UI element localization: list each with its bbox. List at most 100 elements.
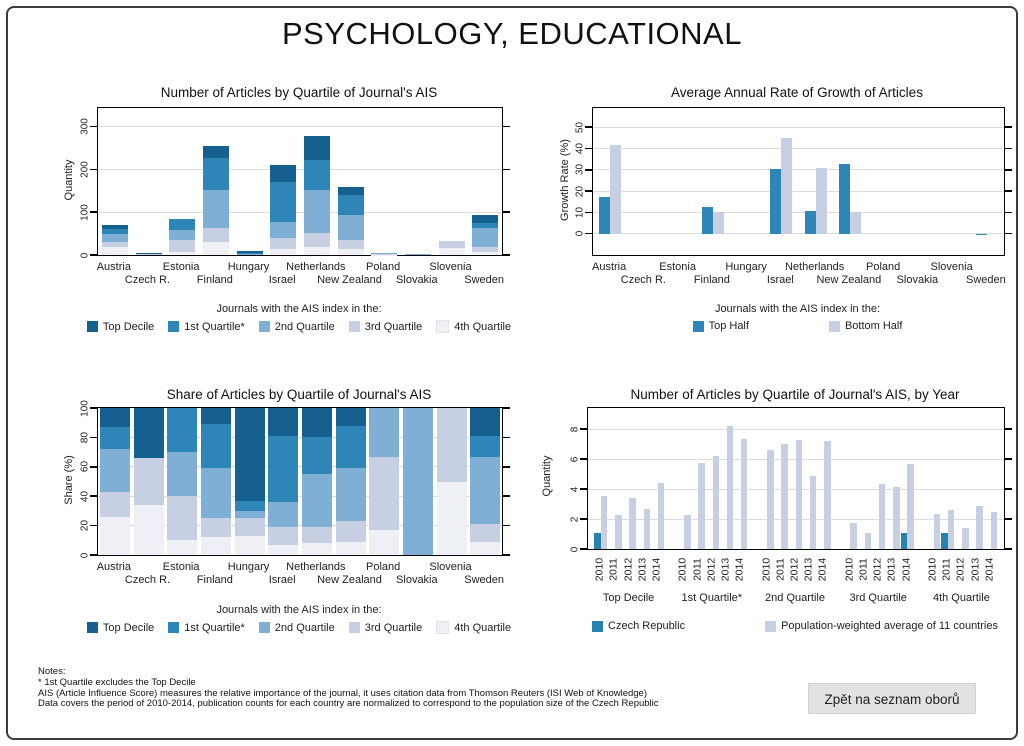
x-tick-label: 2013 xyxy=(885,557,898,582)
legend-item: 1st Quartile* xyxy=(168,321,245,333)
bar-segment-2nd-quartile xyxy=(99,449,130,492)
bar-segment-top-decile xyxy=(236,250,263,254)
gridline xyxy=(98,211,502,213)
bar-segment-2nd-quartile xyxy=(202,190,229,228)
bar-segment-4th-quartile xyxy=(133,505,164,555)
notes-line: Data covers the period of 2010-2014, pub… xyxy=(38,698,659,710)
chart1-plot-area: 0 100 200 300 xyxy=(80,107,510,258)
x-tick-label-country: Finland xyxy=(196,274,233,286)
legend-label: 2nd Quartile xyxy=(274,621,335,634)
y-tick-mark xyxy=(90,125,97,128)
y-tick-mark xyxy=(585,147,592,150)
chart1-y-axis-label: Quantity xyxy=(63,159,75,201)
legend-label: Population-weighted average of 11 countr… xyxy=(781,620,998,632)
bar-segment-1st-quartile- xyxy=(200,424,231,469)
y-tick-mark xyxy=(585,190,592,192)
gridline xyxy=(593,190,1004,192)
x-tick-label: 2010 xyxy=(760,557,773,582)
bar-segment-1st-quartile- xyxy=(101,228,128,234)
bar-segment-1st-quartile- xyxy=(301,437,332,475)
bar-average xyxy=(684,514,691,549)
bar-average xyxy=(629,498,636,549)
bar-segment-4th-quartile xyxy=(301,543,332,555)
bar-segment-3rd-quartile xyxy=(438,241,465,249)
back-to-list-button[interactable]: Zpět na seznam oborů xyxy=(808,683,976,714)
bar-average xyxy=(893,486,900,549)
x-tick-label: 2012 xyxy=(705,557,718,582)
x-tick-label: 2014 xyxy=(816,557,829,582)
bar-segment-3rd-quartile xyxy=(101,242,128,248)
y-tick-mark xyxy=(585,126,592,128)
gridline xyxy=(98,466,502,468)
x-tick-label-country: Slovakia xyxy=(396,274,438,286)
y-tick-mark xyxy=(580,428,587,430)
bar-segment-2nd-quartile xyxy=(402,408,433,555)
bar-segment-4th-quartile xyxy=(234,535,265,555)
bar-average xyxy=(726,426,734,549)
gridline xyxy=(593,233,1004,235)
bar-segment-2nd-quartile xyxy=(303,189,330,233)
legend-label: 4th Quartile xyxy=(454,320,512,333)
x-tick-label: 2010 xyxy=(926,557,939,582)
legend-label: 4th Quartile xyxy=(454,621,512,634)
chart2-legend: Journals with the AIS index in the: Top … xyxy=(592,303,1003,332)
y-tick-mark xyxy=(580,548,587,550)
bar-segment-1st-quartile- xyxy=(169,218,196,230)
bar-segment-top-decile xyxy=(268,408,299,436)
y-tick-mark xyxy=(580,458,587,460)
chart3-y-axis-label: Share (%) xyxy=(63,455,75,505)
x-group-label: 4th Quartile xyxy=(932,592,990,604)
x-tick-label-country: Finland xyxy=(693,274,730,286)
bar-average xyxy=(781,444,788,549)
bar-segment-4th-quartile xyxy=(167,540,198,555)
x-tick-label-country: Austria xyxy=(96,261,131,273)
x-tick-label-country: Israel xyxy=(766,274,794,286)
bar-average xyxy=(850,522,857,549)
bar-average xyxy=(990,511,998,549)
x-tick-label-country: Hungary xyxy=(227,561,270,573)
y-tick-label: 100 xyxy=(79,203,91,221)
bar-segment-2nd-quartile xyxy=(470,456,501,525)
legend-item: Czech Republic xyxy=(592,620,685,632)
bar-segment-1st-quartile- xyxy=(234,500,265,511)
legend-swatch xyxy=(765,620,777,632)
x-tick-label-country: Estonia xyxy=(659,261,696,273)
legend-item: 2nd Quartile xyxy=(258,621,335,634)
legend-item: Top Decile xyxy=(86,321,154,333)
y-tick-mark xyxy=(1005,232,1012,235)
bar-average xyxy=(809,476,817,549)
bar-segment-2nd-quartile xyxy=(371,253,398,254)
y-tick-mark xyxy=(503,168,510,171)
bar-segment-3rd-quartile xyxy=(470,524,501,542)
bar-bottom-half xyxy=(849,212,861,234)
legend-label: 2nd Quartile xyxy=(274,320,335,333)
x-tick-label-country: Finland xyxy=(196,574,233,586)
bar-segment-2nd-quartile xyxy=(404,254,431,255)
x-tick-label-country: Poland xyxy=(366,561,401,573)
legend-item: 3rd Quartile xyxy=(348,622,422,634)
bar-segment-3rd-quartile xyxy=(303,232,330,247)
bar-segment-top-decile xyxy=(101,225,128,229)
x-tick-label: 2011 xyxy=(607,558,620,581)
bar-segment-top-decile xyxy=(200,408,231,425)
y-tick-mark xyxy=(503,524,510,527)
x-tick-label-country: Netherlands xyxy=(784,261,845,273)
y-tick-mark xyxy=(90,554,97,556)
x-tick-label-country: Estonia xyxy=(162,261,200,273)
x-tick-label-country: Hungary xyxy=(725,261,767,273)
x-tick-label-country: Austria xyxy=(592,261,627,273)
bar-average xyxy=(643,508,651,549)
legend-swatch xyxy=(348,622,360,633)
gridline xyxy=(98,168,502,170)
x-tick-label-country: Czech R. xyxy=(620,274,666,286)
y-tick-mark xyxy=(1005,190,1012,192)
bar-segment-3rd-quartile xyxy=(169,240,196,252)
x-tick-label: 2010 xyxy=(676,557,689,582)
bar-segment-top-decile xyxy=(337,186,364,195)
y-tick-mark xyxy=(503,407,510,409)
x-tick-label: 2011 xyxy=(774,558,787,581)
bar-average xyxy=(947,510,955,549)
x-tick-label: 2012 xyxy=(954,557,967,582)
bar-top-half xyxy=(701,207,713,234)
